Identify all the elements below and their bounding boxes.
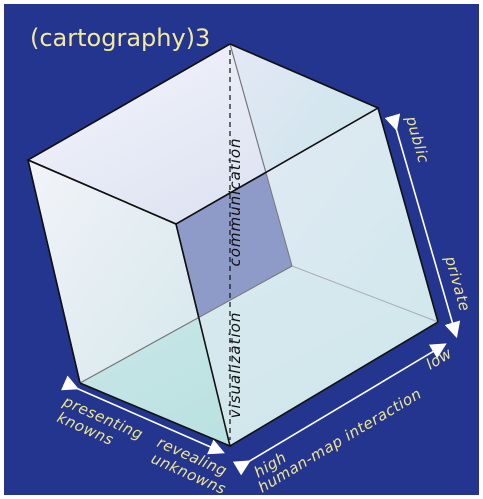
- cube-edge-bottom-diagonal: [79, 265, 293, 384]
- interaction-arrow: [232, 343, 447, 476]
- cube-edge-top-right: [229, 43, 379, 109]
- cube-edge-back-vertical: [229, 43, 293, 267]
- cube-edge-front-top: [175, 107, 379, 225]
- visualization-label: visualization: [226, 312, 244, 419]
- cube-edge-left-top: [27, 159, 177, 225]
- diagram-title: (cartography)3: [30, 24, 210, 52]
- communication-label: communication: [226, 137, 244, 266]
- cube-edge-left-back: [27, 159, 81, 384]
- public-private-arrow: [384, 113, 461, 339]
- public-label: public: [402, 113, 433, 165]
- cube-edge-top-back: [27, 43, 231, 161]
- knowns-arrow: [61, 375, 225, 455]
- low-label: low: [423, 344, 456, 374]
- private-label: private: [441, 253, 474, 313]
